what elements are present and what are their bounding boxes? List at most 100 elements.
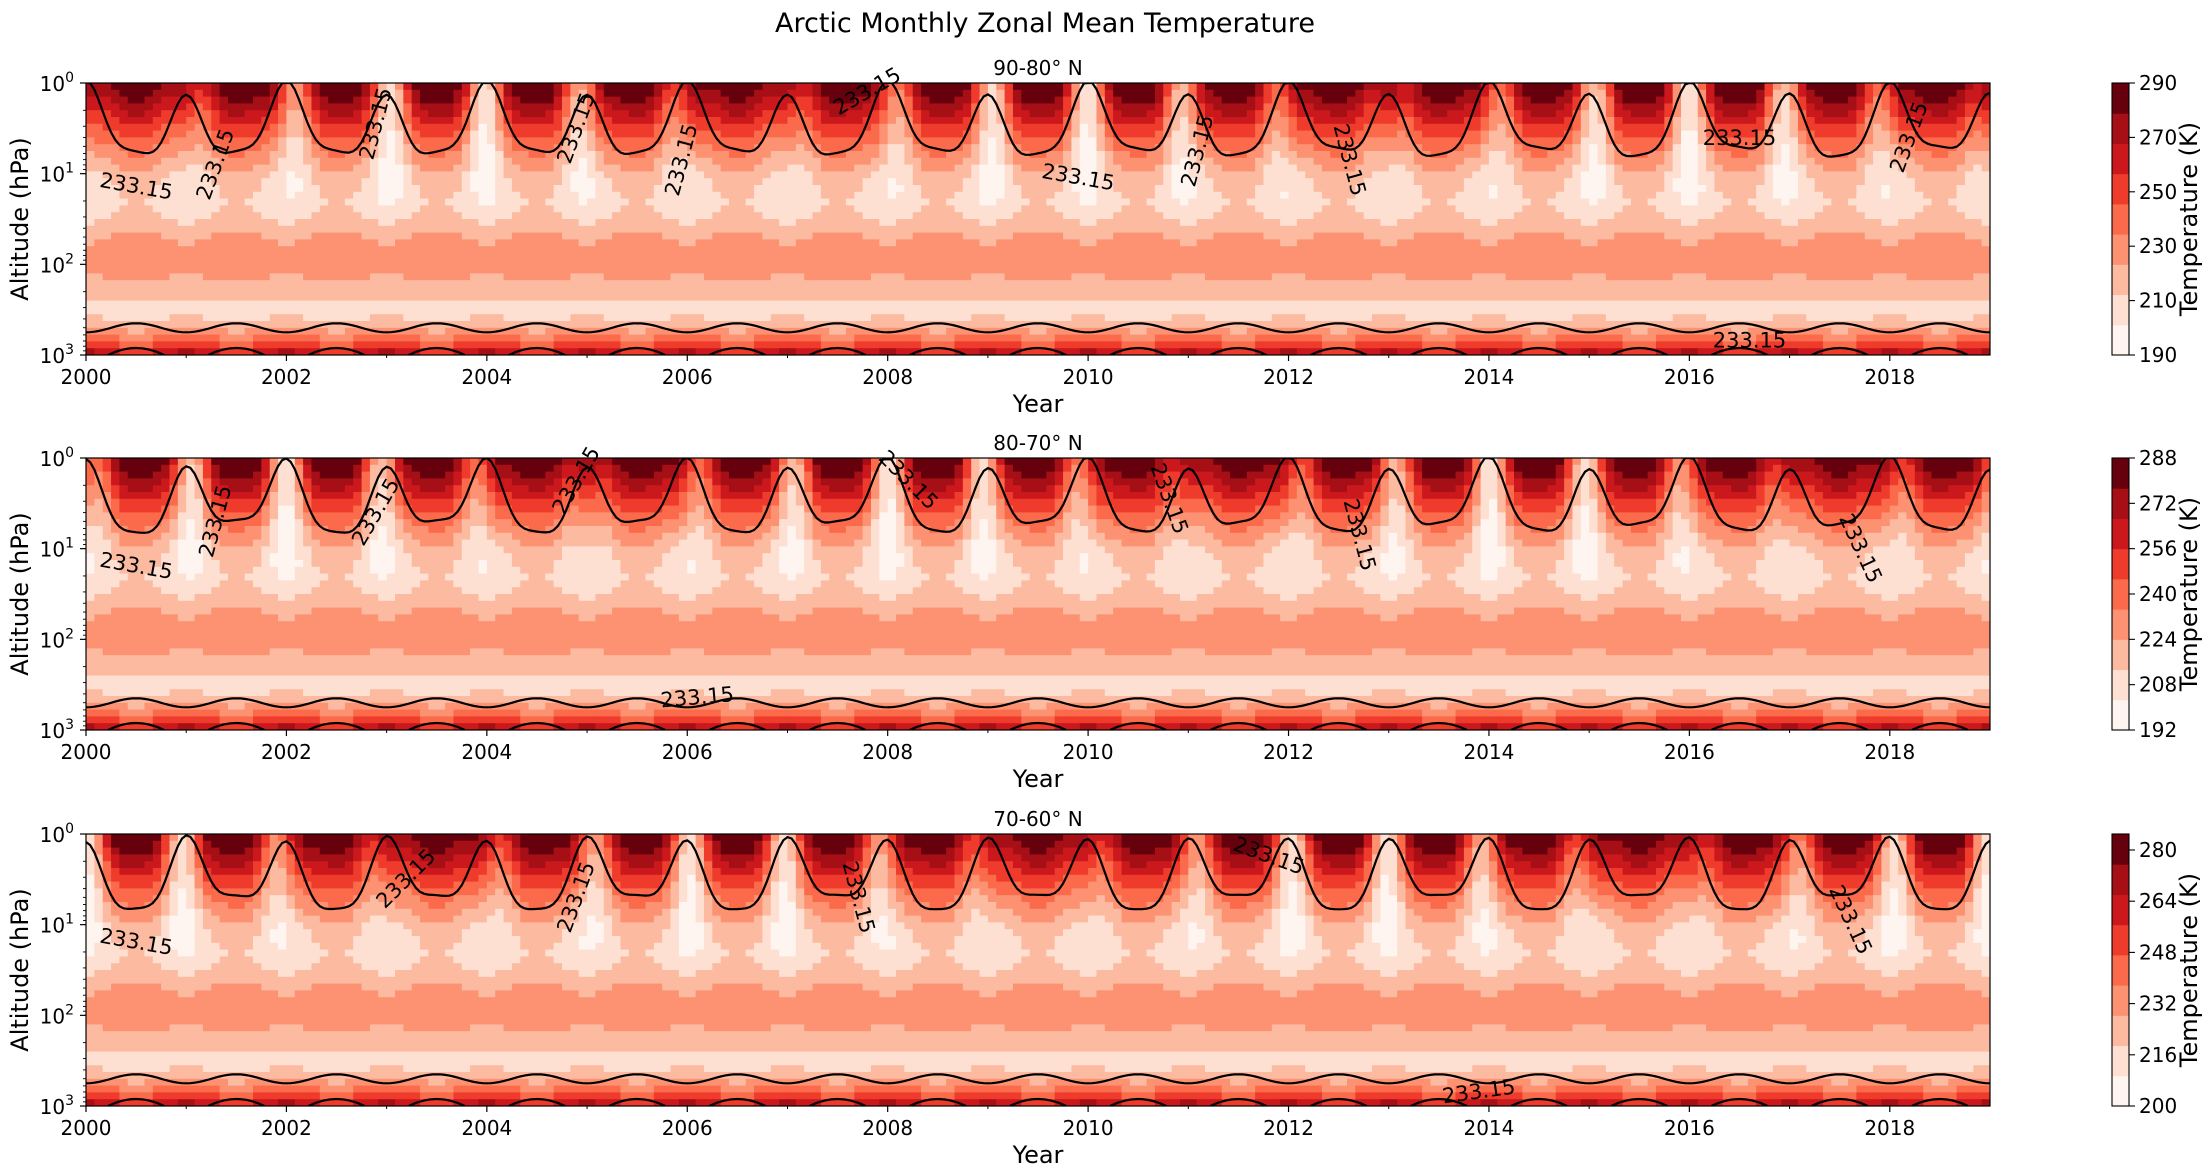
x-tick-label: 2010 <box>1063 365 1114 389</box>
contour-surface <box>107 346 165 355</box>
plot-frame <box>85 833 1991 1107</box>
colorbar-tick-label: 192 <box>2139 718 2177 742</box>
x-tick-label: 2000 <box>61 1116 112 1140</box>
contour-surface <box>107 1097 165 1106</box>
colorbar-tick-label: 264 <box>2139 889 2177 913</box>
contour-surface <box>1911 346 1969 355</box>
colorbar-segment <box>2112 639 2129 671</box>
contour-surface <box>107 721 165 730</box>
colorbar-segment <box>2112 203 2129 235</box>
contour-surface <box>809 721 867 730</box>
colorbar-segment <box>2112 864 2129 895</box>
colorbar-tick-label: 240 <box>2139 582 2177 606</box>
contour-surface <box>1410 1097 1468 1106</box>
colorbar-segment <box>2112 548 2129 580</box>
colorbar-tick-label: 230 <box>2139 234 2177 258</box>
contour-surface <box>1009 721 1067 730</box>
y-axis-label: Altitude (hPa) <box>6 137 34 300</box>
y-tick-label: 101 <box>40 161 74 187</box>
colorbar-label: Temperature (K) <box>2175 497 2203 692</box>
x-tick-label: 2010 <box>1063 740 1114 764</box>
contour-surface <box>1811 346 1869 355</box>
contour-surface <box>1209 346 1267 355</box>
contour-surface <box>1209 1097 1267 1106</box>
plot-frame <box>85 457 1991 731</box>
contour-surface <box>207 346 265 355</box>
contour-surface <box>508 346 566 355</box>
contour-surface <box>1109 721 1167 730</box>
colorbar-tick-label: 248 <box>2139 940 2177 964</box>
panel-title: 80-70° N <box>993 431 1082 455</box>
contour-surface <box>608 346 666 355</box>
x-tick-label: 2012 <box>1263 1116 1314 1140</box>
colorbar: 280 264 248 232 216 200 Temperature (K) <box>2111 833 2203 1118</box>
colorbar: 290 270 250 230 210 190 Temperature (K) <box>2111 71 2203 367</box>
contour-lines <box>86 458 1990 730</box>
contour-surface <box>1109 1097 1167 1106</box>
contour-lower <box>86 1073 1990 1085</box>
y-tick-label: 100 <box>40 70 74 96</box>
contour-surface <box>1310 1097 1368 1106</box>
colorbar-segment <box>2112 1045 2129 1077</box>
contour-surface <box>608 721 666 730</box>
x-tick-label: 2000 <box>61 365 112 389</box>
plot-frame <box>85 82 1991 356</box>
x-tick-label: 2012 <box>1263 740 1314 764</box>
colorbar-tick-label: 216 <box>2139 1043 2177 1067</box>
y-tick-label: 102 <box>40 1002 74 1028</box>
x-tick-label: 2018 <box>1864 740 1915 764</box>
colorbar-segment <box>2112 458 2129 489</box>
colorbar-tick-label: 224 <box>2139 627 2177 651</box>
x-tick-label: 2014 <box>1463 1116 1514 1140</box>
contour-surface <box>207 721 265 730</box>
x-tick-label: 2010 <box>1063 1116 1114 1140</box>
contour-surface <box>308 346 366 355</box>
colorbar-label: Temperature (K) <box>2175 122 2203 317</box>
heatmap-field <box>86 83 1990 355</box>
x-tick-label: 2018 <box>1864 1116 1915 1140</box>
x-tick-label: 2002 <box>261 365 312 389</box>
y-tick-label: 100 <box>40 445 74 471</box>
contour-lines <box>86 83 1990 355</box>
colorbar-segment <box>2112 1075 2129 1107</box>
colorbar-tick-label: 256 <box>2139 537 2177 561</box>
colorbar-segment <box>2112 143 2129 175</box>
y-axis-label: Altitude (hPa) <box>6 888 34 1051</box>
contour-upper <box>86 834 1990 911</box>
contour-surface <box>909 346 967 355</box>
x-tick-label: 2014 <box>1463 365 1514 389</box>
colorbar-segment <box>2112 669 2129 701</box>
contour-surface <box>1410 721 1468 730</box>
contour-surface <box>708 346 766 355</box>
colorbar-segment <box>2112 234 2129 265</box>
contour-lines <box>86 834 1990 1106</box>
contour-surface <box>809 346 867 355</box>
contour-surface <box>708 1097 766 1106</box>
x-tick-label: 2008 <box>862 1116 913 1140</box>
contour-surface <box>1410 346 1468 355</box>
heatmap-field <box>86 834 1990 1106</box>
colorbar-tick-label: 232 <box>2139 992 2177 1016</box>
y-tick-label: 101 <box>40 536 74 562</box>
colorbar-segment <box>2112 83 2129 114</box>
colorbar-segment <box>2112 488 2129 519</box>
colorbar-label: Temperature (K) <box>2175 873 2203 1068</box>
y-axis-label: Altitude (hPa) <box>6 512 34 675</box>
colorbar-segment <box>2112 894 2129 926</box>
contour-surface <box>1009 1097 1067 1106</box>
x-axis-label: Year <box>1012 765 1064 793</box>
contour-label: 233.15 <box>1713 328 1786 352</box>
panel-title: 90-80° N <box>993 56 1082 80</box>
colorbar-segment <box>2112 173 2129 205</box>
contour-lower <box>86 322 1990 334</box>
x-tick-label: 2004 <box>461 1116 512 1140</box>
x-tick-label: 2016 <box>1664 365 1715 389</box>
x-axis-label: Year <box>1012 390 1064 418</box>
contour-surface <box>608 1097 666 1106</box>
x-tick-label: 2000 <box>61 740 112 764</box>
contour-surface <box>708 721 766 730</box>
x-tick-label: 2016 <box>1664 740 1715 764</box>
